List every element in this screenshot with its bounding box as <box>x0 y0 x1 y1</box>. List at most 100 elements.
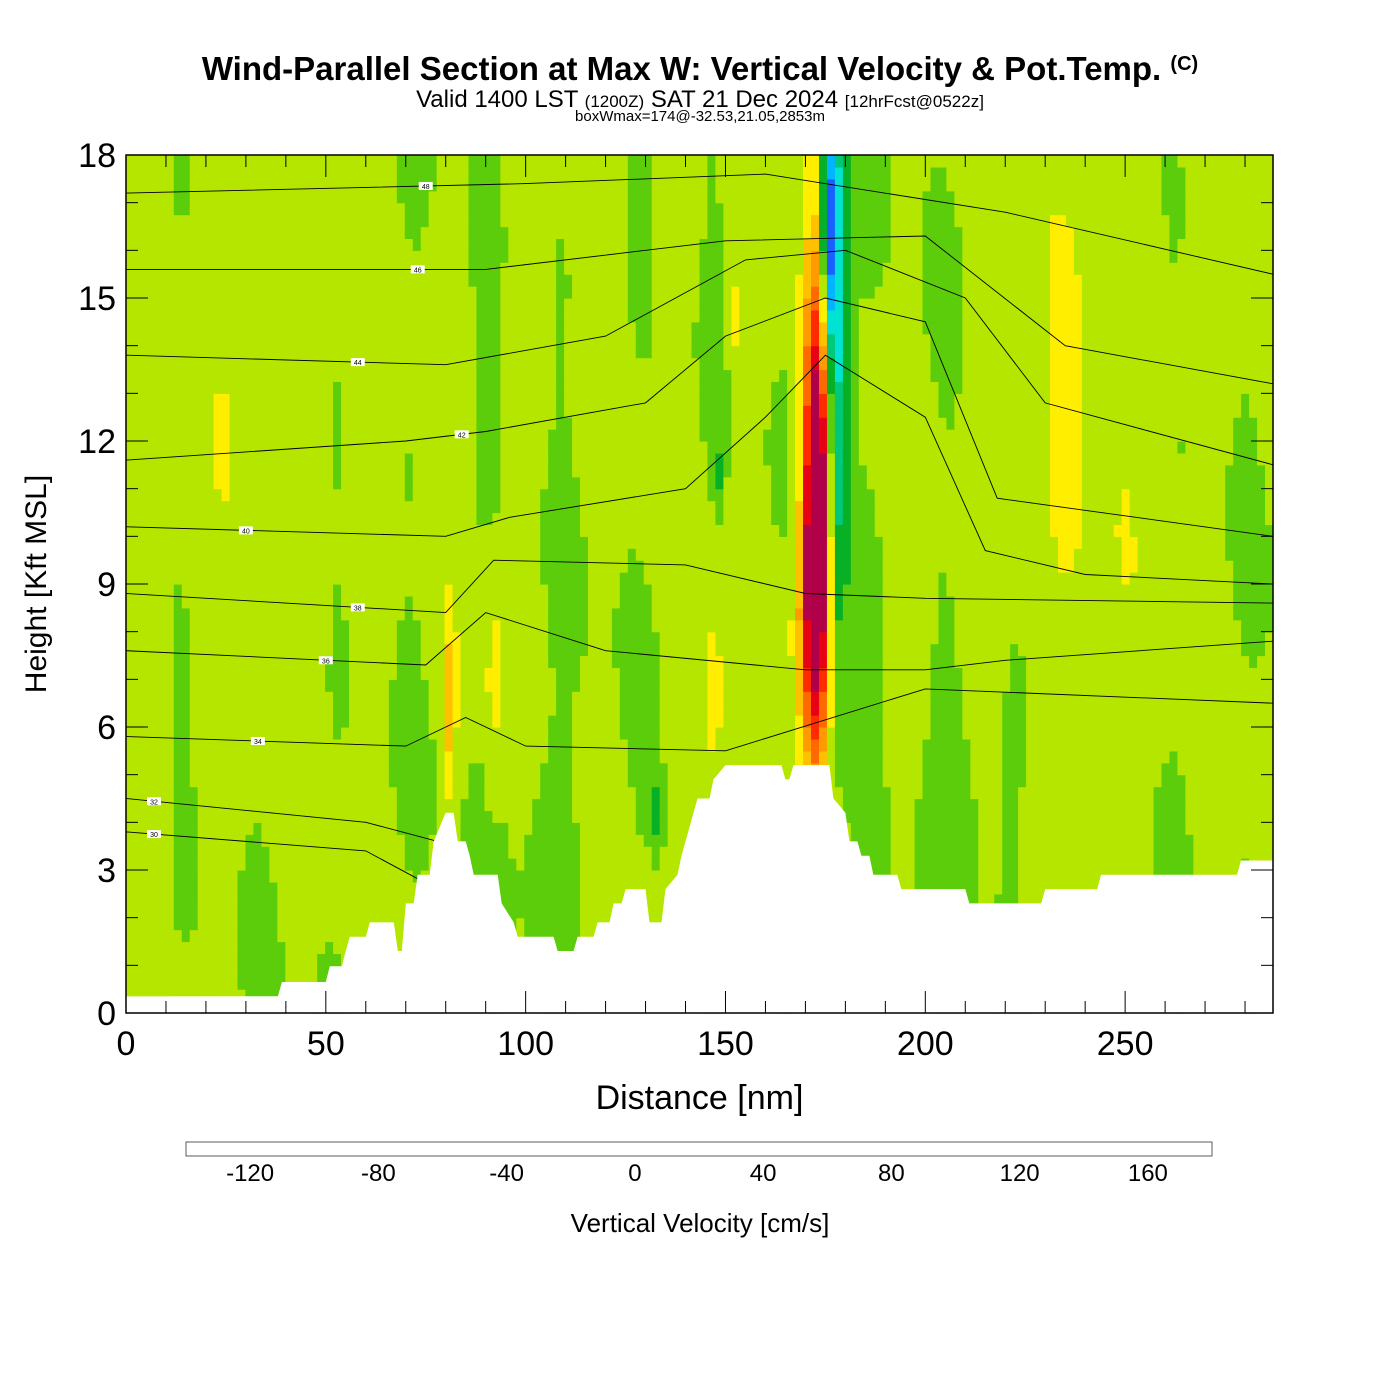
field-cell <box>301 500 310 514</box>
field-cell <box>356 679 366 692</box>
field-cell <box>380 893 390 907</box>
field-cell <box>205 226 215 240</box>
field-cell <box>349 774 358 788</box>
field-cell <box>420 858 430 871</box>
field-cell <box>587 798 597 812</box>
field-cell <box>484 155 494 168</box>
field-cell <box>126 989 135 1002</box>
field-cell <box>428 369 438 383</box>
field-cell <box>141 989 151 1002</box>
field-cell <box>428 226 438 240</box>
field-cell <box>540 822 549 835</box>
field-cell <box>277 965 286 978</box>
field-cell <box>667 250 677 263</box>
field-cell <box>388 703 398 716</box>
field-cell <box>149 250 159 263</box>
field-cell <box>572 226 581 240</box>
field-cell <box>356 500 366 514</box>
field-cell <box>333 500 342 514</box>
field-cell <box>380 560 390 573</box>
field-cell <box>205 298 215 311</box>
field-cell <box>460 274 470 287</box>
field-cell <box>667 226 677 240</box>
field-cell <box>587 727 597 740</box>
field-cell <box>245 155 255 168</box>
field-cell <box>181 738 191 752</box>
field-cell <box>603 703 613 716</box>
field-cell <box>213 298 223 311</box>
field-cell <box>484 691 494 704</box>
field-cell <box>229 774 239 788</box>
field-cell <box>349 476 358 490</box>
field-cell <box>301 250 310 263</box>
field-cell <box>651 762 661 776</box>
field-cell <box>627 500 637 514</box>
field-cell <box>165 929 175 943</box>
field-cell <box>364 512 374 526</box>
field-cell <box>452 166 462 180</box>
field-cell <box>651 250 661 263</box>
field-cell <box>237 464 247 478</box>
field-cell <box>476 584 486 597</box>
field-cell <box>388 846 398 859</box>
field-cell <box>412 584 422 597</box>
field-cell <box>133 929 143 943</box>
field-cell <box>484 643 494 657</box>
field-cell <box>460 679 470 692</box>
field-cell <box>651 679 661 692</box>
field-cell <box>667 858 677 871</box>
field-cell <box>333 715 342 728</box>
field-cell <box>149 178 159 192</box>
field-cell <box>261 679 270 692</box>
field-cell <box>452 548 462 561</box>
field-cell <box>356 488 366 502</box>
field-cell <box>492 333 501 347</box>
field-cell <box>619 703 629 716</box>
field-cell <box>277 155 286 168</box>
field-cell <box>261 965 270 978</box>
field-cell <box>341 381 350 394</box>
field-cell <box>492 727 501 740</box>
field-cell <box>133 560 143 573</box>
field-cell <box>396 512 406 526</box>
field-cell <box>444 464 454 478</box>
field-cell <box>285 381 294 394</box>
field-cell <box>484 727 494 740</box>
field-cell <box>197 155 207 168</box>
field-cell <box>524 929 533 943</box>
field-cell <box>364 572 374 585</box>
field-cell <box>189 941 199 955</box>
field-cell <box>126 822 135 835</box>
field-cell <box>404 881 414 895</box>
field-cell <box>141 333 151 347</box>
field-cell <box>619 500 629 514</box>
field-cell <box>157 190 167 204</box>
field-cell <box>349 381 358 394</box>
field-cell <box>149 738 159 752</box>
field-cell <box>364 178 374 192</box>
field-cell <box>293 488 302 502</box>
field-cell <box>452 417 462 430</box>
field-cell <box>181 846 191 859</box>
field-cell <box>285 262 294 275</box>
field-cell <box>364 405 374 418</box>
field-cell <box>221 345 231 359</box>
field-cell <box>580 738 589 752</box>
field-cell <box>556 500 565 514</box>
field-cell <box>261 321 270 335</box>
field-cell <box>444 262 454 275</box>
field-cell <box>333 822 342 835</box>
field-cell <box>635 405 645 418</box>
field-cell <box>580 464 589 478</box>
field-cell <box>205 560 215 573</box>
field-cell <box>364 870 374 883</box>
field-cell <box>619 429 629 442</box>
field-cell <box>452 309 462 323</box>
field-cell <box>476 429 486 442</box>
field-cell <box>133 881 143 895</box>
field-cell <box>651 595 661 609</box>
field-cell <box>420 750 430 764</box>
field-cell <box>317 536 326 549</box>
field-cell <box>388 286 398 299</box>
field-cell <box>181 476 191 490</box>
